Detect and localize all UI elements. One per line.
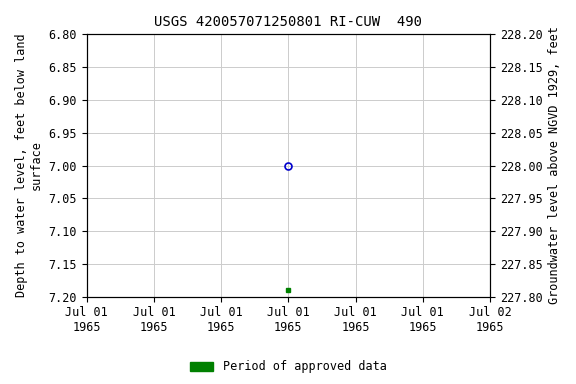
Y-axis label: Depth to water level, feet below land
surface: Depth to water level, feet below land su… [15, 34, 43, 297]
Title: USGS 420057071250801 RI-CUW  490: USGS 420057071250801 RI-CUW 490 [154, 15, 422, 29]
Y-axis label: Groundwater level above NGVD 1929, feet: Groundwater level above NGVD 1929, feet [548, 26, 561, 305]
Legend: Period of approved data: Period of approved data [185, 356, 391, 378]
